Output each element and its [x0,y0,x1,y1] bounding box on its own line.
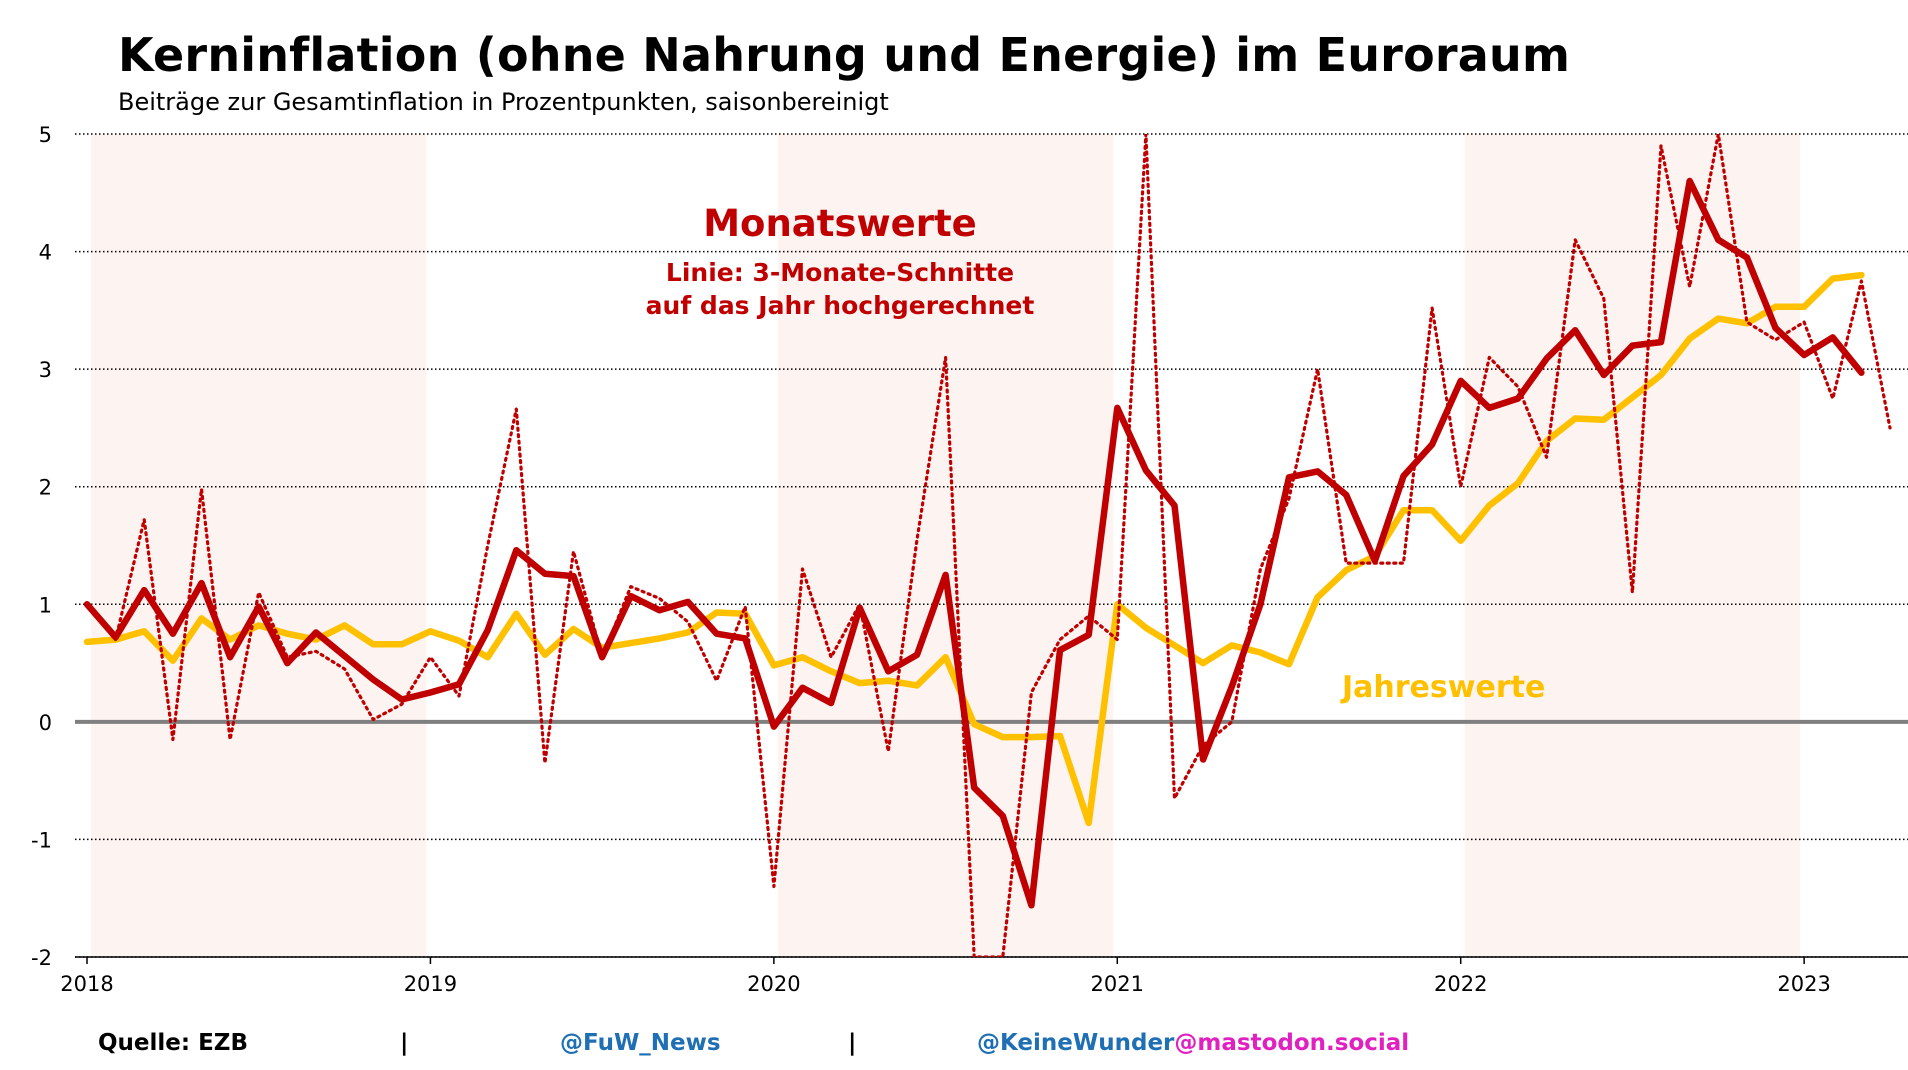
y-tick-label: 0 [39,711,52,735]
year-band-2018 [91,134,427,957]
footer-separator-2: | [848,1030,857,1056]
annotation-monthly-sub2: auf das Jahr hochgerechnet [646,291,1035,320]
x-tick-label: 2020 [747,972,800,996]
chart-area: 5 4 3 2 1 0 -1 -2 2018 2019 2020 2021 2022 2023 Mona… [31,123,1908,996]
year-bands [91,134,1801,957]
footer-source: Quelle: EZB [98,1030,249,1056]
x-tick-label: 2023 [1777,972,1830,996]
y-tick-label: 2 [39,476,52,500]
footer-mastodon-user: @KeineWunder [977,1030,1175,1056]
chart-title: Kerninflation (ohne Nahrung und Energie)… [118,28,1571,82]
annotation-monthly-title: Monatswerte [703,202,977,245]
y-tick-label: 3 [39,358,52,382]
footer-separator-1: | [400,1030,409,1056]
footer-mastodon-server: @mastodon.social [1174,1030,1410,1056]
footer: Quelle: EZB | @FuW_News | @KeineWunder@m… [0,1030,1908,1060]
annotation-monthly-sub1: Linie: 3-Monate-Schnitte [666,258,1014,287]
x-tick-label: 2021 [1091,972,1144,996]
year-band-2022 [1464,134,1801,957]
x-tick-label: 2022 [1434,972,1487,996]
y-tick-label: 5 [39,123,52,147]
y-tick-label: -2 [31,946,52,970]
year-band-2020 [777,134,1114,957]
annotations: Monatswerte Linie: 3-Monate-Schnitte auf… [646,202,1546,705]
x-tick-label: 2018 [60,972,113,996]
chart-subtitle: Beiträge zur Gesamtinflation in Prozentp… [118,88,889,116]
y-tick-label: 4 [39,241,52,265]
x-axis: 2018 2019 2020 2021 2022 2023 [60,956,1908,996]
y-axis: 5 4 3 2 1 0 -1 -2 [31,123,52,970]
series-line-3m-average [83,177,1865,909]
x-tick-label: 2019 [404,972,457,996]
footer-twitter-link[interactable]: @FuW_News [560,1030,721,1056]
y-tick-label: 1 [39,593,52,617]
y-tick-label: -1 [31,828,52,852]
footer-mastodon[interactable]: @KeineWunder@mastodon.social [977,1030,1409,1056]
series-group [83,134,1892,957]
series-line-monthly-dotted [85,134,1892,957]
annotation-yearly: Jahreswerte [1340,670,1545,705]
series-line-yearly [83,271,1865,827]
